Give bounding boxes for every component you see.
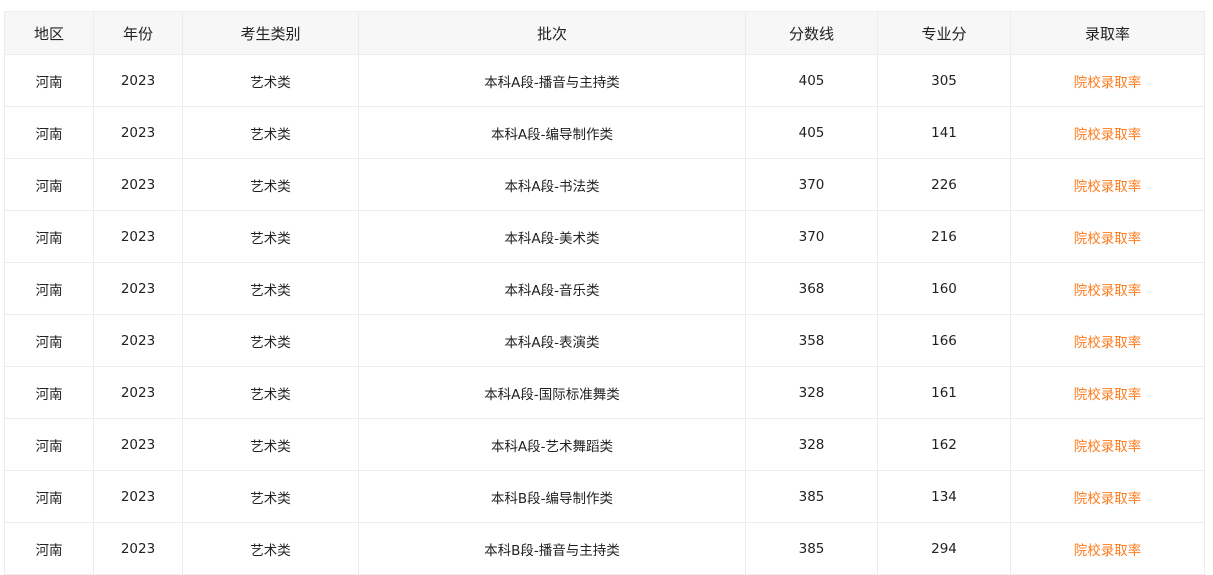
cell-category: 艺术类 (182, 158, 359, 211)
column-header-score-line: 分数线 (745, 11, 878, 55)
admission-rate-link[interactable]: 院校录取率 (1010, 158, 1205, 211)
cell-batch: 本科A段-书法类 (358, 158, 746, 211)
cell-year: 2023 (93, 262, 183, 315)
cell-region: 河南 (4, 314, 94, 367)
cell-score-line: 405 (745, 54, 878, 107)
column-header-region: 地区 (4, 11, 94, 55)
cell-region: 河南 (4, 158, 94, 211)
cell-year: 2023 (93, 106, 183, 159)
cell-major-score: 141 (877, 106, 1011, 159)
table-row: 河南 2023 艺术类 本科A段-艺术舞蹈类 328 162 院校录取率 (4, 418, 1205, 471)
cell-year: 2023 (93, 54, 183, 107)
cell-major-score: 294 (877, 522, 1011, 575)
cell-region: 河南 (4, 210, 94, 263)
table-row: 河南 2023 艺术类 本科B段-播音与主持类 385 294 院校录取率 (4, 522, 1205, 575)
column-header-category: 考生类别 (182, 11, 359, 55)
cell-major-score: 216 (877, 210, 1011, 263)
cell-year: 2023 (93, 418, 183, 471)
table-row: 河南 2023 艺术类 本科A段-美术类 370 216 院校录取率 (4, 210, 1205, 263)
cell-major-score: 160 (877, 262, 1011, 315)
cell-score-line: 328 (745, 418, 878, 471)
admission-rate-link[interactable]: 院校录取率 (1010, 522, 1205, 575)
column-header-batch: 批次 (358, 11, 746, 55)
cell-score-line: 385 (745, 522, 878, 575)
cell-category: 艺术类 (182, 366, 359, 419)
admission-rate-link[interactable]: 院校录取率 (1010, 210, 1205, 263)
cell-year: 2023 (93, 470, 183, 523)
cell-batch: 本科B段-播音与主持类 (358, 522, 746, 575)
admission-rate-link[interactable]: 院校录取率 (1010, 314, 1205, 367)
table-row: 河南 2023 艺术类 本科A段-表演类 358 166 院校录取率 (4, 314, 1205, 367)
cell-category: 艺术类 (182, 314, 359, 367)
admission-rate-link[interactable]: 院校录取率 (1010, 54, 1205, 107)
cell-year: 2023 (93, 366, 183, 419)
cell-year: 2023 (93, 314, 183, 367)
cell-major-score: 305 (877, 54, 1011, 107)
cell-year: 2023 (93, 158, 183, 211)
cell-score-line: 370 (745, 210, 878, 263)
table-row: 河南 2023 艺术类 本科A段-编导制作类 405 141 院校录取率 (4, 106, 1205, 159)
cell-score-line: 370 (745, 158, 878, 211)
cell-score-line: 405 (745, 106, 878, 159)
column-header-major-score: 专业分 (877, 11, 1011, 55)
admission-rate-link[interactable]: 院校录取率 (1010, 470, 1205, 523)
cell-category: 艺术类 (182, 54, 359, 107)
table-row: 河南 2023 艺术类 本科A段-音乐类 368 160 院校录取率 (4, 262, 1205, 315)
cell-category: 艺术类 (182, 106, 359, 159)
cell-batch: 本科A段-编导制作类 (358, 106, 746, 159)
cell-category: 艺术类 (182, 418, 359, 471)
cell-category: 艺术类 (182, 470, 359, 523)
cell-major-score: 162 (877, 418, 1011, 471)
cell-score-line: 368 (745, 262, 878, 315)
cell-batch: 本科A段-音乐类 (358, 262, 746, 315)
cell-region: 河南 (4, 106, 94, 159)
table-row: 河南 2023 艺术类 本科B段-编导制作类 385 134 院校录取率 (4, 470, 1205, 523)
admission-rate-link[interactable]: 院校录取率 (1010, 418, 1205, 471)
cell-category: 艺术类 (182, 210, 359, 263)
admission-rate-link[interactable]: 院校录取率 (1010, 262, 1205, 315)
cell-batch: 本科A段-美术类 (358, 210, 746, 263)
cell-major-score: 161 (877, 366, 1011, 419)
cell-batch: 本科A段-表演类 (358, 314, 746, 367)
cell-region: 河南 (4, 470, 94, 523)
table-row: 河南 2023 艺术类 本科A段-国际标准舞类 328 161 院校录取率 (4, 366, 1205, 419)
cell-batch: 本科A段-国际标准舞类 (358, 366, 746, 419)
score-table: 地区 年份 考生类别 批次 分数线 专业分 录取率 河南 2023 艺术类 本科A段-播音与主持类… (4, 11, 1205, 575)
cell-category: 艺术类 (182, 522, 359, 575)
cell-batch: 本科A段-播音与主持类 (358, 54, 746, 107)
cell-score-line: 328 (745, 366, 878, 419)
cell-score-line: 385 (745, 470, 878, 523)
cell-year: 2023 (93, 522, 183, 575)
cell-batch: 本科A段-艺术舞蹈类 (358, 418, 746, 471)
cell-score-line: 358 (745, 314, 878, 367)
cell-region: 河南 (4, 262, 94, 315)
cell-category: 艺术类 (182, 262, 359, 315)
column-header-year: 年份 (93, 11, 183, 55)
cell-major-score: 134 (877, 470, 1011, 523)
column-header-admission-rate: 录取率 (1010, 11, 1205, 55)
cell-major-score: 166 (877, 314, 1011, 367)
cell-region: 河南 (4, 366, 94, 419)
table-row: 河南 2023 艺术类 本科A段-播音与主持类 405 305 院校录取率 (4, 54, 1205, 107)
cell-region: 河南 (4, 418, 94, 471)
cell-major-score: 226 (877, 158, 1011, 211)
cell-year: 2023 (93, 210, 183, 263)
cell-batch: 本科B段-编导制作类 (358, 470, 746, 523)
admission-rate-link[interactable]: 院校录取率 (1010, 366, 1205, 419)
cell-region: 河南 (4, 54, 94, 107)
table-header-row: 地区 年份 考生类别 批次 分数线 专业分 录取率 (4, 11, 1205, 55)
cell-region: 河南 (4, 522, 94, 575)
admission-rate-link[interactable]: 院校录取率 (1010, 106, 1205, 159)
table-row: 河南 2023 艺术类 本科A段-书法类 370 226 院校录取率 (4, 158, 1205, 211)
